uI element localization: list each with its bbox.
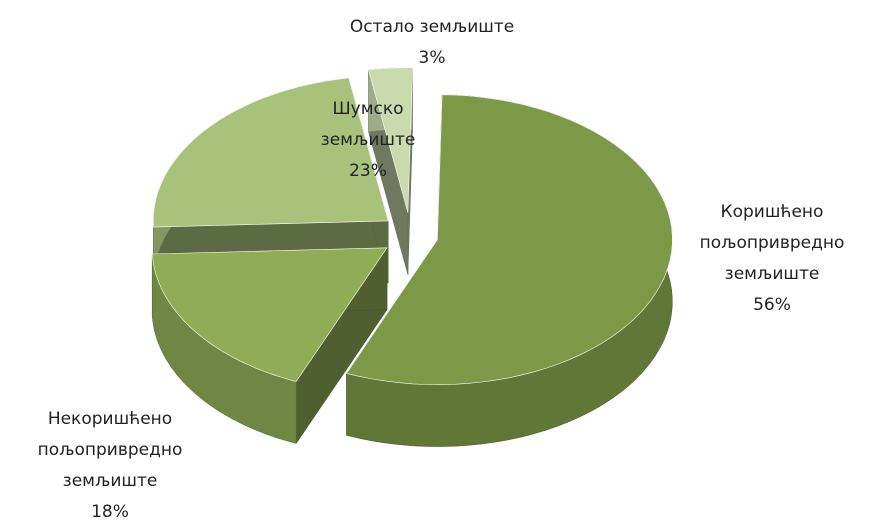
slice-label: Некоришћено пољопривредно земљиште 18% [10,404,210,524]
slice [346,94,673,385]
slice-label: Остало земљиште 3% [312,12,552,74]
value-label: 56% [753,295,791,315]
slice [151,247,388,382]
category-name: Шумско земљиште [320,99,416,150]
category-name: Коришћено пољопривредно земљиште [699,202,845,284]
slice-label: Коришћено пољопривредно земљиште 56% [677,197,867,321]
category-name: Некоришћено пољопривредно земљиште [37,409,183,491]
category-name: Остало земљиште [349,17,515,37]
slice [368,67,413,213]
value-label: 18% [91,502,129,522]
slice-label: Шумско земљиште 23% [303,94,433,187]
value-label: 3% [418,48,446,68]
slice [152,77,389,228]
value-label: 23% [349,161,387,181]
